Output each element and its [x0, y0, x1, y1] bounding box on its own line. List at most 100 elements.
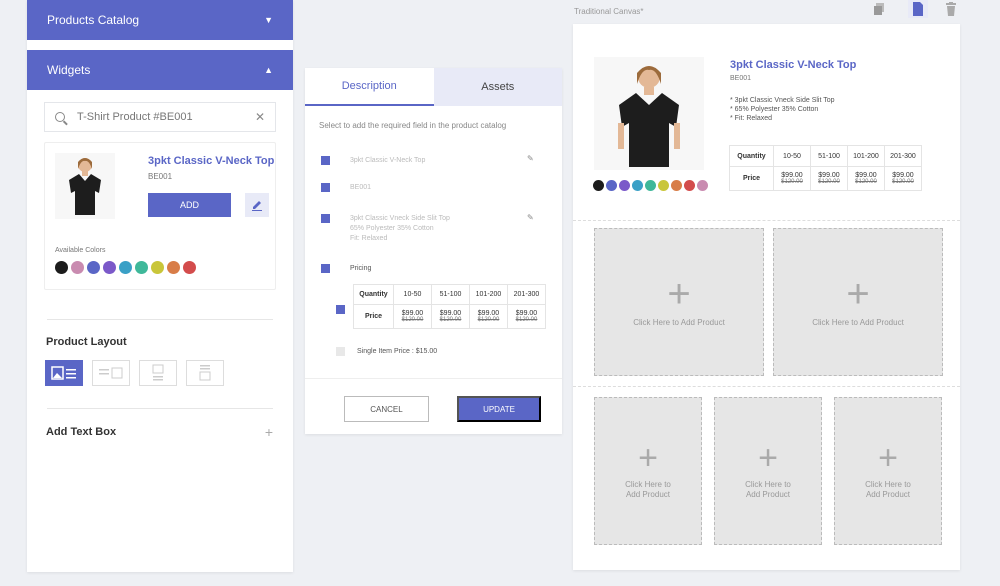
- pricing-header: 101-200: [847, 145, 885, 167]
- color-swatch[interactable]: [593, 180, 604, 191]
- layout-image-right-option[interactable]: [92, 360, 130, 386]
- widgets-label: Widgets: [47, 63, 91, 77]
- price-cell: $99.00 $120.00: [810, 166, 848, 191]
- tab-description[interactable]: Description: [305, 68, 434, 106]
- divider: [47, 319, 273, 320]
- edit-icon[interactable]: ✎: [527, 213, 534, 222]
- slot-label-line2: Add Product: [625, 490, 670, 499]
- old-price: $120.00: [818, 179, 840, 185]
- color-swatch[interactable]: [55, 261, 68, 274]
- edit-icon[interactable]: ✎: [527, 154, 534, 163]
- update-button[interactable]: UPDATE: [457, 396, 541, 422]
- field-checkbox-single-price[interactable]: [336, 347, 345, 356]
- divider: [47, 408, 273, 409]
- chevron-up-icon: ▲: [264, 65, 273, 75]
- plus-icon: +: [758, 439, 778, 477]
- available-colors-label: Available Colors: [55, 247, 106, 254]
- color-swatch[interactable]: [645, 180, 656, 191]
- add-product-slot-label: Click Here to Add Product: [865, 480, 911, 500]
- page-icon[interactable]: [908, 0, 928, 18]
- canvas-product-title: 3pkt Classic V-Neck Top: [730, 59, 857, 71]
- color-swatch[interactable]: [151, 261, 164, 274]
- pricing-header: 51-100: [431, 284, 470, 305]
- editor-tabs: Description Assets: [305, 68, 562, 106]
- add-text-box-label: Add Text Box: [46, 426, 117, 438]
- layout-image-top-option[interactable]: [139, 360, 177, 386]
- plus-icon: +: [667, 272, 691, 316]
- clear-search-icon[interactable]: ✕: [254, 110, 265, 124]
- color-swatch[interactable]: [632, 180, 643, 191]
- price: $99.00: [401, 310, 424, 317]
- canvas-title: Traditional Canvas*: [574, 7, 644, 16]
- color-swatch[interactable]: [671, 180, 682, 191]
- add-product-slot[interactable]: + Click Here to Add Product: [834, 397, 942, 545]
- pricing-table: Quantity 10-50 51-100 101-200 201-300 Pr…: [353, 284, 546, 329]
- product-search-input[interactable]: [77, 111, 255, 123]
- price-cell: $99.00 $120.00: [431, 304, 470, 329]
- price: $99.00: [855, 172, 877, 179]
- widgets-accordion[interactable]: Widgets ▲: [27, 50, 293, 90]
- trash-icon[interactable]: [945, 2, 959, 16]
- price: $99.00: [892, 172, 914, 179]
- price-label: Price: [729, 166, 774, 191]
- plus-icon[interactable]: +: [264, 424, 273, 440]
- color-swatch[interactable]: [119, 261, 132, 274]
- color-swatch[interactable]: [71, 261, 84, 274]
- field-checkbox-code[interactable]: [321, 183, 330, 192]
- row-divider: [573, 220, 960, 221]
- field-checkbox-pricing[interactable]: [321, 264, 330, 273]
- add-product-slot[interactable]: + Click Here to Add Product: [714, 397, 822, 545]
- pricing-header: 10-50: [773, 145, 811, 167]
- chevron-down-icon: ▼: [264, 15, 273, 25]
- product-card: 3pkt Classic V-Neck Top BE001 ADD Availa…: [44, 142, 276, 290]
- plus-icon: +: [878, 439, 898, 477]
- add-product-slot-label: Click Here to Add Product: [633, 318, 725, 327]
- tab-assets[interactable]: Assets: [481, 81, 515, 93]
- single-item-price: Single Item Price : $15.00: [357, 348, 438, 355]
- add-product-slot[interactable]: + Click Here to Add Product: [594, 228, 764, 376]
- price-label: Price: [353, 304, 394, 329]
- price: $99.00: [439, 310, 462, 317]
- slot-label-line1: Click Here to: [745, 480, 791, 489]
- pricing-header: 201-300: [507, 284, 546, 305]
- old-price: $120.00: [781, 179, 803, 185]
- color-swatch[interactable]: [697, 180, 708, 191]
- canvas-color-swatches: [593, 180, 708, 191]
- color-swatch[interactable]: [167, 261, 180, 274]
- color-swatch[interactable]: [135, 261, 148, 274]
- canvas-product-code: BE001: [730, 75, 752, 82]
- cancel-button[interactable]: CANCEL: [344, 396, 429, 422]
- color-swatches: [55, 261, 196, 274]
- color-swatch[interactable]: [87, 261, 100, 274]
- products-catalog-accordion[interactable]: Products Catalog ▼: [27, 0, 293, 40]
- price-cell: $99.00 $120.00: [393, 304, 432, 329]
- field-checkbox-pricing-table[interactable]: [336, 305, 345, 314]
- add-text-box-row[interactable]: Add Text Box +: [27, 424, 293, 440]
- copy-icon[interactable]: [872, 2, 886, 16]
- color-swatch[interactable]: [606, 180, 617, 191]
- color-swatch[interactable]: [658, 180, 669, 191]
- price: $99.00: [818, 172, 840, 179]
- add-product-slot[interactable]: + Click Here to Add Product: [773, 228, 943, 376]
- search-icon: [55, 112, 65, 122]
- color-swatch[interactable]: [183, 261, 196, 274]
- color-swatch[interactable]: [619, 180, 630, 191]
- field-description-line2: 65% Polyester 35% Cotton: [350, 225, 434, 232]
- pricing-header: 51-100: [810, 145, 848, 167]
- color-swatch[interactable]: [103, 261, 116, 274]
- plus-icon: +: [638, 439, 658, 477]
- edit-icon[interactable]: [245, 193, 269, 217]
- widgets-sidebar: Products Catalog ▼ Widgets ▲ ✕ 3pkt Clas…: [27, 0, 293, 572]
- bullet: * 3pkt Classic Vneck Side Slit Top: [730, 97, 835, 104]
- price-cell: $99.00 $120.00: [773, 166, 811, 191]
- layout-image-left-option[interactable]: [45, 360, 83, 386]
- add-product-button[interactable]: ADD: [148, 193, 231, 217]
- editor-footer: CANCEL UPDATE: [305, 378, 562, 434]
- old-price: $120.00: [855, 179, 877, 185]
- layout-image-bottom-option[interactable]: [186, 360, 224, 386]
- field-checkbox-title[interactable]: [321, 156, 330, 165]
- field-title: 3pkt Classic V-Neck Top: [350, 157, 426, 164]
- color-swatch[interactable]: [684, 180, 695, 191]
- add-product-slot[interactable]: + Click Here to Add Product: [594, 397, 702, 545]
- field-checkbox-description[interactable]: [321, 214, 330, 223]
